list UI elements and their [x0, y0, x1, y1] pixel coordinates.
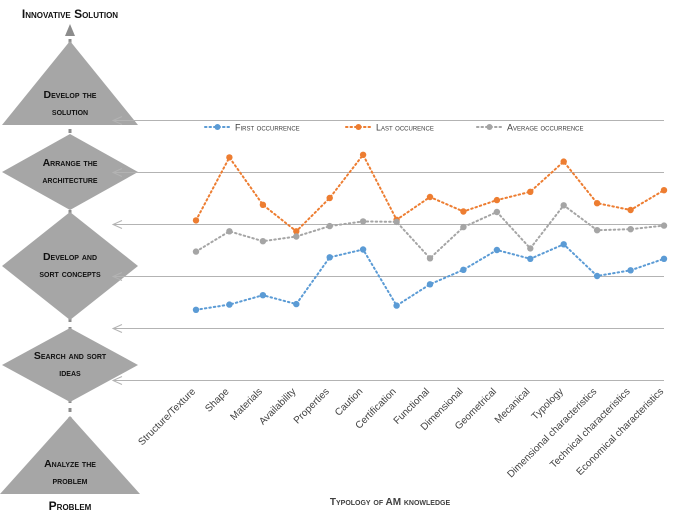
- stage-shape: [2, 328, 138, 402]
- data-point: [259, 201, 267, 208]
- stage-label: Analyze the: [44, 458, 96, 470]
- data-point: [527, 245, 534, 252]
- data-point: [426, 255, 434, 262]
- data-point: [627, 267, 634, 274]
- stage-search-ideas: Search and sort ideas: [2, 328, 138, 402]
- stage-label: sort concepts: [39, 268, 101, 280]
- data-point: [660, 187, 668, 194]
- series-line: [195, 203, 665, 260]
- data-point: [560, 158, 567, 165]
- stage-shape: [2, 134, 138, 210]
- data-point: [226, 301, 233, 308]
- stage-label: Develop and: [43, 251, 97, 263]
- stage-label: solution: [52, 106, 88, 118]
- data-point: [393, 302, 400, 309]
- series-1: [192, 151, 668, 235]
- bottom-label: Problem: [49, 499, 92, 511]
- data-point: [493, 208, 501, 216]
- data-point: [259, 238, 267, 245]
- legend-marker: [214, 124, 221, 130]
- series-line: [195, 243, 665, 311]
- data-point: [393, 218, 400, 226]
- stage-develop-concepts: Develop and sort concepts: [2, 212, 138, 320]
- legend-label: Average occurrence: [507, 123, 584, 133]
- stage-shape: [0, 416, 140, 494]
- data-point: [593, 227, 601, 234]
- data-point: [326, 254, 333, 261]
- data-point: [660, 255, 668, 262]
- legend-label: Last occurence: [376, 123, 434, 133]
- x-tick-label: Properties: [292, 386, 332, 426]
- data-point: [593, 200, 601, 207]
- stage-arrange-architecture: Arrange the architecture: [2, 134, 138, 210]
- data-point: [493, 196, 501, 204]
- data-point: [226, 228, 233, 235]
- data-point: [527, 188, 534, 195]
- data-point: [293, 228, 300, 235]
- data-point: [627, 206, 634, 214]
- data-point: [293, 300, 300, 308]
- data-point: [527, 255, 534, 262]
- stage-shape: [2, 212, 138, 320]
- process-panel: Innovative Solution Develop the solution A…: [0, 7, 140, 511]
- data-point: [326, 222, 333, 230]
- series-2: [192, 202, 668, 262]
- grid-arrow: [111, 376, 664, 385]
- data-point: [460, 266, 467, 273]
- legend-item: Average occurrence: [476, 123, 584, 133]
- data-point: [560, 202, 567, 209]
- x-tick-label: Shape: [203, 386, 232, 415]
- data-point: [627, 226, 634, 233]
- stage-develop-solution: Develop the solution: [2, 41, 138, 125]
- stage-label: Arrange the: [43, 157, 98, 169]
- x-tick-label: Availability: [257, 386, 298, 427]
- data-point: [460, 223, 467, 231]
- x-tick-label: Mecanical: [493, 386, 533, 426]
- grid-arrow: [111, 220, 664, 229]
- data-point: [460, 208, 467, 215]
- data-point: [660, 222, 668, 229]
- data-point: [426, 281, 434, 288]
- data-point: [359, 151, 367, 158]
- data-point: [426, 193, 434, 201]
- stage-label: ideas: [59, 367, 81, 379]
- data-point: [293, 233, 300, 240]
- data-point: [259, 292, 267, 299]
- legend-item: First occurrence: [204, 123, 300, 133]
- grid-arrow: [111, 168, 664, 177]
- data-point: [493, 246, 501, 254]
- grid-arrow: [111, 324, 664, 333]
- x-tick-label: Structure/Texture: [136, 386, 198, 448]
- stage-analyze-problem: Analyze the problem: [0, 416, 140, 494]
- stage-label: architecture: [42, 174, 98, 186]
- stage-label: Develop the: [44, 89, 97, 101]
- grid-arrow: [111, 272, 664, 281]
- legend-label: First occurrence: [235, 123, 300, 133]
- top-label: Innovative Solution: [22, 7, 118, 21]
- data-point: [192, 248, 200, 255]
- chart-area: First occurrence Last occurence Average oc…: [111, 116, 668, 508]
- data-point: [359, 218, 367, 225]
- series-0: [192, 241, 668, 313]
- x-axis-label: Typology of AM knowledge: [330, 497, 451, 508]
- x-tick-label: Caution: [333, 386, 365, 418]
- data-point: [226, 154, 233, 161]
- stage-label: problem: [53, 475, 88, 487]
- data-point: [192, 306, 200, 313]
- data-point: [593, 272, 601, 280]
- legend: First occurrence Last occurence Average oc…: [204, 123, 584, 133]
- data-point: [560, 241, 567, 248]
- grid-arrow: [111, 116, 664, 125]
- data-point: [326, 194, 333, 202]
- legend-item: Last occurence: [345, 123, 434, 133]
- stage-label: Search and sort: [34, 350, 107, 362]
- data-point: [359, 246, 367, 253]
- stage-shape: [2, 41, 138, 125]
- data-point: [192, 217, 200, 224]
- series-line: [195, 152, 665, 233]
- legend-marker: [355, 124, 362, 130]
- up-arrow-icon: [65, 24, 75, 36]
- legend-marker: [486, 124, 493, 130]
